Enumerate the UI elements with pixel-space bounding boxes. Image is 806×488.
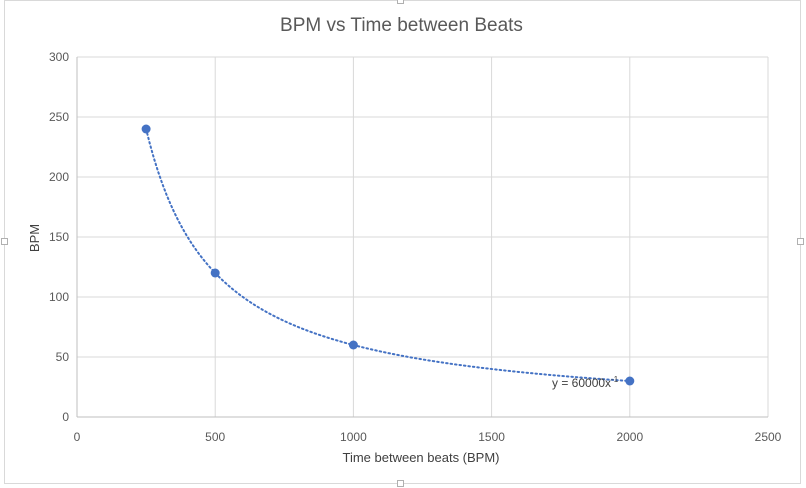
x-axis-title: Time between beats (BPM) xyxy=(342,450,499,465)
chart-svg: BPM vs Time between Beats 0 500 1000 1500 20… xyxy=(27,15,782,465)
y-tick-labels: 0 50 100 150 200 250 300 xyxy=(49,50,69,424)
chart-title: BPM vs Time between Beats xyxy=(280,15,523,36)
x-tick-label: 1000 xyxy=(340,430,367,444)
trendline-equation-superscript: -1 xyxy=(611,375,619,384)
data-points xyxy=(141,124,635,386)
y-tick-label: 250 xyxy=(49,110,69,124)
gridlines xyxy=(77,56,769,417)
x-tick-labels: 0 500 1000 1500 2000 2500 xyxy=(74,430,782,444)
resize-handle-right[interactable] xyxy=(797,238,804,245)
y-axis-title: BPM xyxy=(27,224,42,252)
data-point[interactable] xyxy=(141,124,151,134)
data-point[interactable] xyxy=(210,268,220,278)
y-tick-label: 300 xyxy=(49,50,69,64)
resize-handle-bottom[interactable] xyxy=(397,480,404,487)
x-tick-label: 1500 xyxy=(478,430,505,444)
x-tick-label: 500 xyxy=(205,430,225,444)
trendline-equation: y = 60000x-1 xyxy=(552,375,619,390)
trendline-equation-text: y = 60000x xyxy=(552,376,611,390)
data-point[interactable] xyxy=(348,340,358,350)
y-tick-label: 200 xyxy=(49,170,69,184)
x-tick-label: 2500 xyxy=(755,430,782,444)
resize-handle-top[interactable] xyxy=(397,0,404,4)
data-point[interactable] xyxy=(625,376,635,386)
y-tick-label: 50 xyxy=(56,350,70,364)
y-tick-label: 100 xyxy=(49,290,69,304)
x-tick-label: 2000 xyxy=(616,430,643,444)
resize-handle-left[interactable] xyxy=(1,238,8,245)
trendline xyxy=(145,128,631,382)
y-tick-label: 0 xyxy=(62,410,69,424)
x-tick-label: 0 xyxy=(74,430,81,444)
y-tick-label: 150 xyxy=(49,230,69,244)
axis-lines xyxy=(76,57,768,418)
